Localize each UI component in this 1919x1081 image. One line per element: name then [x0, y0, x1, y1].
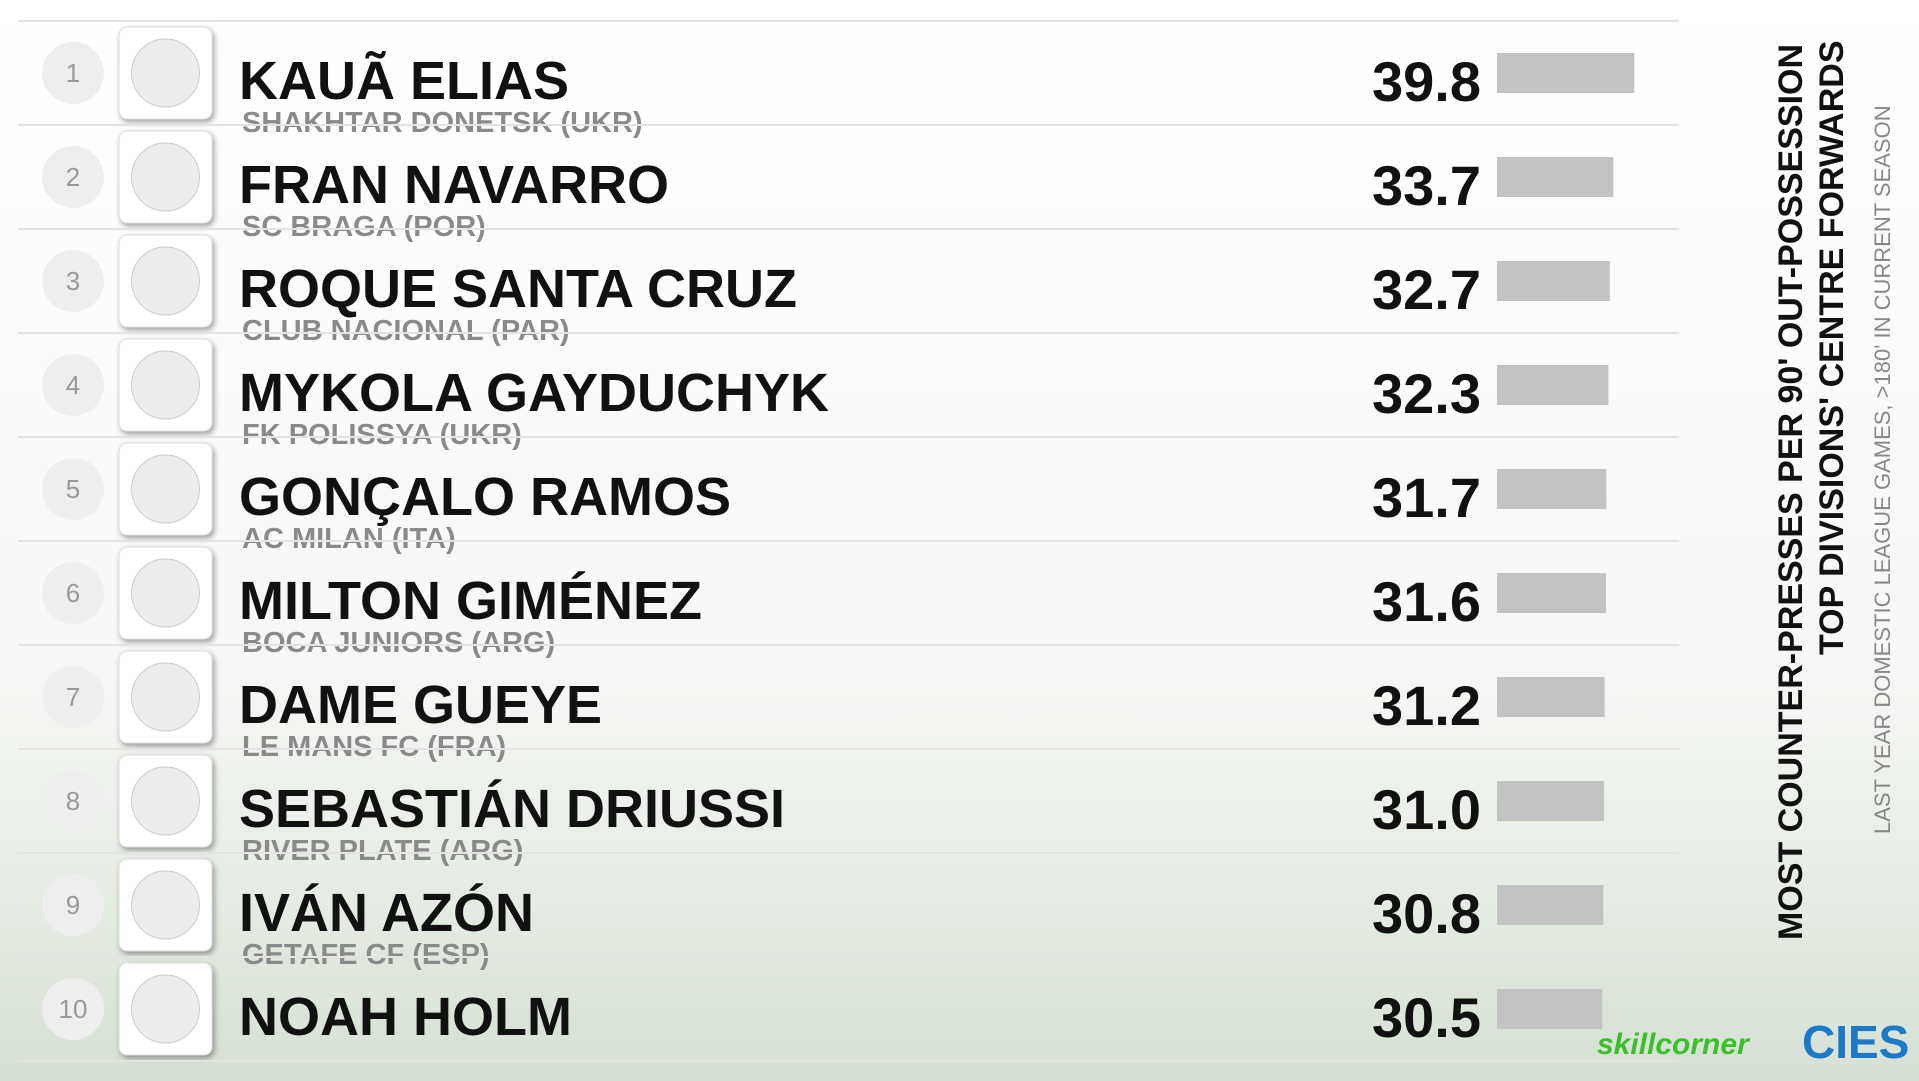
bar	[1497, 885, 1604, 925]
club-crest	[131, 246, 200, 316]
value-label: 32.7	[1372, 258, 1481, 321]
rank-badge	[42, 250, 104, 312]
club-crest	[131, 38, 200, 108]
club-crest	[131, 766, 200, 836]
player-name: IVÁN AZÓN	[239, 883, 534, 943]
player-name: NOAH HOLM	[239, 987, 572, 1047]
rank-badge	[42, 978, 104, 1040]
rank: 1	[66, 58, 80, 88]
rank: 8	[66, 786, 80, 816]
club-name: SHAKHTAR DONETSK (UKR)	[242, 107, 643, 139]
rank: 4	[66, 370, 80, 400]
bar	[1497, 365, 1609, 405]
rank-badge	[42, 666, 104, 728]
rank-badge	[42, 770, 104, 832]
logo-skillcorner: skillcorner	[1597, 1028, 1751, 1061]
player-name: MILTON GIMÉNEZ	[239, 571, 702, 631]
club-crest	[131, 662, 200, 732]
player-name: ROQUE SANTA CRUZ	[239, 259, 797, 319]
value-label: 30.5	[1372, 986, 1481, 1049]
club-crest	[131, 974, 200, 1044]
club-name: FK POLISSYA (UKR)	[242, 419, 522, 451]
value-label: 31.7	[1372, 466, 1481, 529]
club-name: GETAFE CF (ESP)	[242, 939, 490, 971]
value-label: 30.8	[1372, 882, 1481, 945]
club-crest	[131, 454, 200, 524]
club-crest	[131, 558, 200, 628]
club-crest	[131, 142, 200, 212]
player-name: GONÇALO RAMOS	[239, 467, 731, 527]
bar	[1497, 53, 1635, 93]
rank-badge	[42, 562, 104, 624]
bar	[1497, 989, 1603, 1029]
bar	[1497, 677, 1605, 717]
value-label: 33.7	[1372, 154, 1481, 217]
logo-cies: CIES	[1802, 1016, 1909, 1068]
rank-badge	[42, 42, 104, 104]
bar	[1497, 573, 1607, 613]
bar	[1497, 261, 1610, 301]
club-name: LE MANS FC (FRA)	[242, 731, 506, 763]
rank-badge	[42, 458, 104, 520]
rank: 3	[66, 266, 80, 296]
club-crest	[131, 870, 200, 940]
value-label: 39.8	[1372, 50, 1481, 113]
club-name: CLUB NACIONAL (PAR)	[242, 315, 570, 347]
club-name: BOCA JUNIORS (ARG)	[242, 627, 555, 659]
bar	[1497, 781, 1604, 821]
player-name: DAME GUEYE	[239, 675, 602, 735]
bar	[1497, 157, 1614, 197]
club-name: RIVER PLATE (ARG)	[242, 835, 523, 867]
value-label: 31.0	[1372, 778, 1481, 841]
chart-title: MOST COUNTER-PRESSES PER 90' OUT-POSSESS…	[1772, 44, 1810, 940]
club-name: AC MILAN (ITA)	[242, 523, 456, 555]
rank: 7	[66, 682, 80, 712]
value-label: 32.3	[1372, 362, 1481, 425]
value-label: 31.2	[1372, 674, 1481, 737]
player-name: KAUÃ ELIAS	[239, 51, 569, 111]
rank: 2	[66, 162, 80, 192]
chart-title: TOP DIVISIONS' CENTRE FORWARDS	[1813, 40, 1851, 655]
player-name: SEBASTIÁN DRIUSSI	[239, 779, 785, 839]
rank-badge	[42, 354, 104, 416]
club-crest	[131, 350, 200, 420]
club-name: SC BRAGA (POR)	[242, 211, 486, 243]
rank: 6	[66, 578, 80, 608]
rank-badge	[42, 146, 104, 208]
chart-subtitle: LAST YEAR DOMESTIC LEAGUE GAMES, >180' I…	[1870, 105, 1895, 834]
value-label: 31.6	[1372, 570, 1481, 633]
rank: 5	[66, 474, 80, 504]
player-name: FRAN NAVARRO	[239, 155, 669, 215]
rank: 10	[59, 994, 88, 1024]
rank: 9	[66, 890, 80, 920]
player-name: MYKOLA GAYDUCHYK	[239, 363, 829, 423]
rank-badge	[42, 874, 104, 936]
bar	[1497, 469, 1607, 509]
